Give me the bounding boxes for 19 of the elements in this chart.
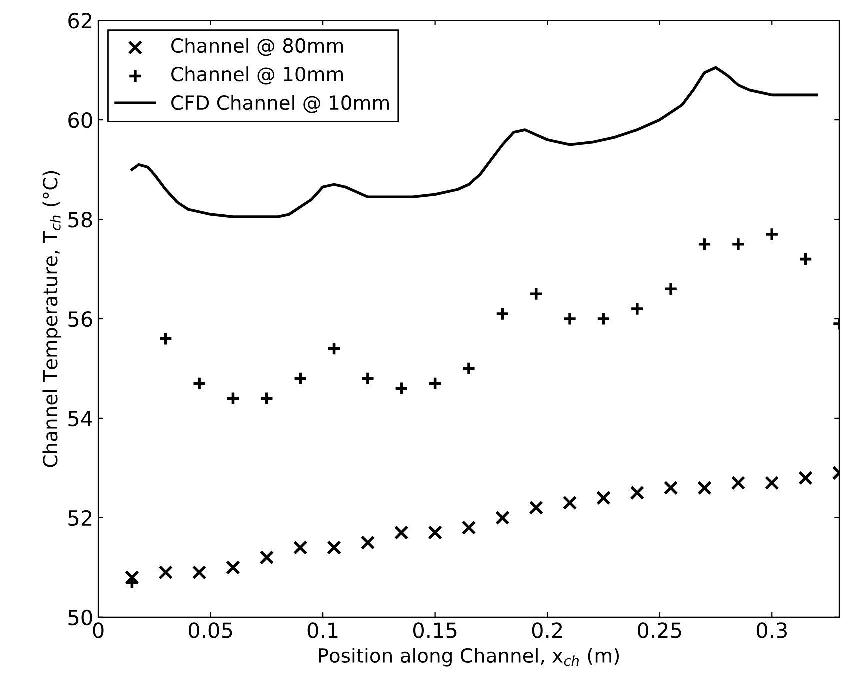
y-tick-label: 50 xyxy=(68,610,92,626)
x-tick-label: 0.2 xyxy=(532,622,562,638)
y-tick-label: 62 xyxy=(68,13,92,29)
x-tick-label: 0.1 xyxy=(308,622,338,638)
legend-label: Channel @ 10mm xyxy=(172,66,344,85)
legend-label: Channel @ 80mm xyxy=(172,38,344,56)
x-tick-label: 0.15 xyxy=(413,622,457,638)
y-tick-label: 54 xyxy=(68,411,92,427)
y-tick-label: 56 xyxy=(68,311,92,328)
y-axis-title: Channel Temperature, T$_{ch}$ (°C) xyxy=(42,171,62,468)
x-tick-label: 0 xyxy=(93,622,104,638)
x-tick-label: 0.05 xyxy=(188,622,232,638)
y-tick-label: 60 xyxy=(68,112,92,128)
legend-label: CFD Channel @ 10mm xyxy=(172,95,389,114)
y-tick-label: 52 xyxy=(68,510,92,526)
x-axis-title: Position along Channel, x$_{ch}$ (m) xyxy=(319,648,620,667)
x-tick-label: 0.25 xyxy=(638,622,682,638)
y-tick-label: 58 xyxy=(68,212,92,228)
x-tick-label: 0.3 xyxy=(756,622,788,638)
